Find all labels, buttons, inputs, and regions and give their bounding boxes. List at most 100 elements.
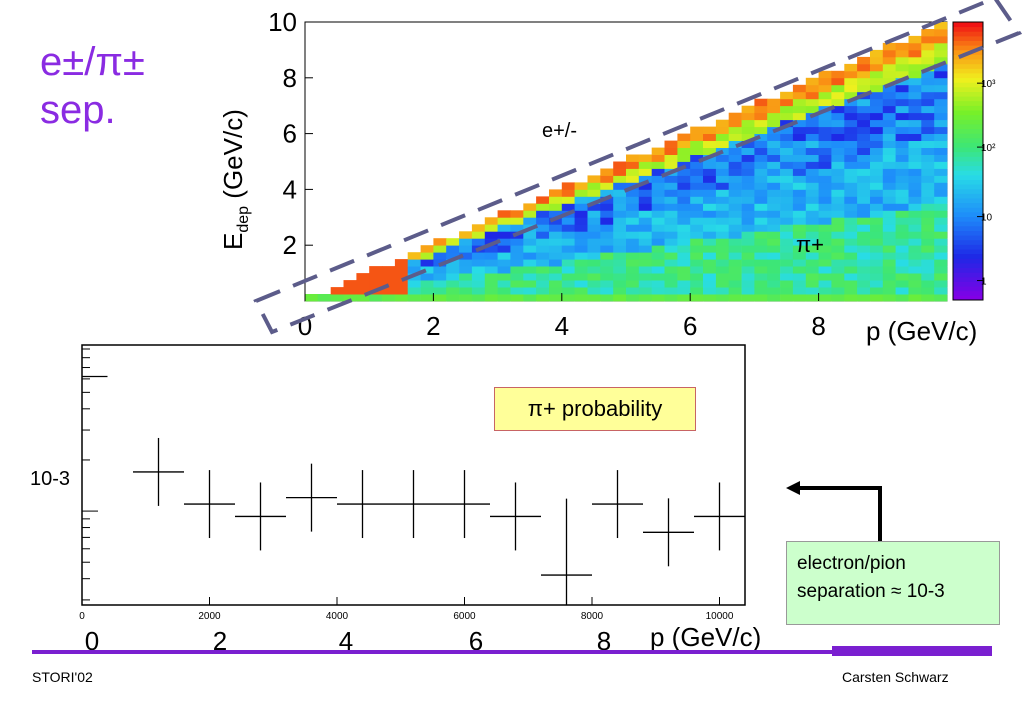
heatmap-cell	[857, 189, 871, 197]
colorbar-stripe	[953, 45, 983, 51]
heatmap-cell	[805, 273, 819, 281]
heatmap-cell	[536, 196, 550, 204]
heatmap-cell	[613, 168, 627, 176]
heatmap-cell	[805, 168, 819, 176]
heatmap-cell	[433, 238, 447, 246]
callout-arrow	[786, 481, 882, 541]
heatmap-cell	[651, 189, 665, 197]
heatmap-cell	[895, 91, 909, 100]
heatmap-cell	[921, 294, 935, 302]
heatmap-cell	[921, 154, 935, 162]
heatmap-cell	[638, 231, 652, 239]
heatmap-cell	[497, 266, 511, 274]
colorbar-stripe	[953, 249, 983, 255]
heatmap-cell	[844, 126, 858, 134]
heatmap-cell	[934, 133, 948, 141]
heatmap-cell	[664, 294, 678, 302]
heatmap-cell	[895, 231, 909, 239]
heatmap-cell	[780, 231, 794, 239]
heatmap-cell	[882, 273, 896, 281]
heatmap-cell	[754, 266, 768, 274]
heatmap-cell	[792, 217, 807, 225]
heatmap-cell	[407, 280, 421, 288]
heatmap-cell	[818, 245, 832, 253]
heatmap-cell	[870, 196, 884, 204]
heatmap-cell	[882, 56, 896, 65]
heatmap-cell	[934, 189, 948, 197]
heatmap-cell	[792, 126, 807, 134]
heatmap-cell	[934, 84, 948, 93]
heatmap-cell	[934, 161, 948, 169]
heatmap-cell	[561, 238, 575, 246]
heatmap-cell	[921, 126, 935, 134]
heatmap-cell	[536, 252, 550, 260]
heatmap-cell	[921, 56, 935, 65]
heatmap-cell	[741, 287, 755, 295]
heatmap-cell	[882, 105, 896, 114]
heatmap-cell	[870, 280, 884, 288]
heatmap-cell	[805, 119, 819, 128]
heatmap-cell	[882, 175, 896, 183]
heatmap-cell	[754, 175, 768, 183]
lower-big-x-tick-label: 8	[597, 626, 611, 656]
heatmap-cell	[818, 70, 832, 79]
footer-author: Carsten Schwarz	[842, 669, 949, 685]
colorbar-stripe	[953, 179, 983, 185]
heatmap-cell	[638, 224, 652, 232]
heatmap-cell	[908, 91, 922, 100]
heatmap-cell	[561, 259, 575, 267]
heatmap-cell	[741, 154, 755, 162]
heatmap-cell	[870, 287, 884, 295]
heatmap-cell	[831, 147, 845, 155]
heatmap-cell	[613, 182, 627, 190]
heatmap-cell	[728, 224, 742, 232]
heatmap-cell	[484, 273, 498, 281]
heatmap-cell	[844, 91, 858, 100]
heatmap-cell	[844, 119, 858, 128]
heatmap-cell	[587, 259, 601, 267]
heatmap-cell	[549, 196, 563, 204]
heatmap-cell	[754, 217, 768, 225]
heatmap-cell	[844, 287, 858, 295]
colorbar-stripe	[953, 35, 983, 41]
heatmap-cell	[626, 259, 640, 267]
heatmap-cell	[857, 196, 871, 204]
heatmap-cell	[664, 210, 678, 218]
heatmap-cell	[844, 175, 858, 183]
heatmap-cell	[677, 147, 691, 155]
heatmap-x-tick-label: 4	[555, 311, 569, 341]
heatmap-cell	[908, 189, 922, 197]
heatmap-cell	[921, 77, 935, 86]
heatmap-cell	[690, 238, 704, 246]
heatmap-cell	[831, 266, 845, 274]
heatmap-cell	[934, 105, 948, 114]
heatmap-cell	[741, 119, 755, 128]
heatmap-cell	[317, 294, 331, 302]
heatmap-cell	[857, 182, 871, 190]
heatmap-cell	[523, 238, 537, 246]
heatmap-cell	[818, 140, 832, 148]
heatmap-cell	[792, 140, 807, 148]
heatmap-cell	[549, 210, 563, 218]
heatmap-cell	[600, 231, 614, 239]
heatmap-cell	[870, 189, 884, 197]
heatmap-cell	[934, 245, 948, 253]
heatmap-cell	[741, 294, 755, 302]
heatmap-cell	[690, 273, 704, 281]
heatmap-cell	[805, 154, 819, 162]
heatmap-cell	[626, 168, 640, 176]
colorbar-stripe	[953, 253, 983, 259]
heatmap-cell	[613, 259, 627, 267]
heatmap-cell	[921, 196, 935, 204]
heatmap-cell	[677, 224, 691, 232]
heatmap-cell	[882, 252, 896, 260]
heatmap-cell	[908, 42, 922, 51]
heatmap-cell	[818, 259, 832, 267]
heatmap-cell	[818, 161, 832, 169]
heatmap-cell	[780, 133, 794, 141]
heatmap-cell	[523, 280, 537, 288]
heatmap-cell	[805, 175, 819, 183]
heatmap-cell	[459, 294, 473, 302]
heatmap-cell	[934, 182, 948, 190]
heatmap-cell	[420, 273, 434, 281]
